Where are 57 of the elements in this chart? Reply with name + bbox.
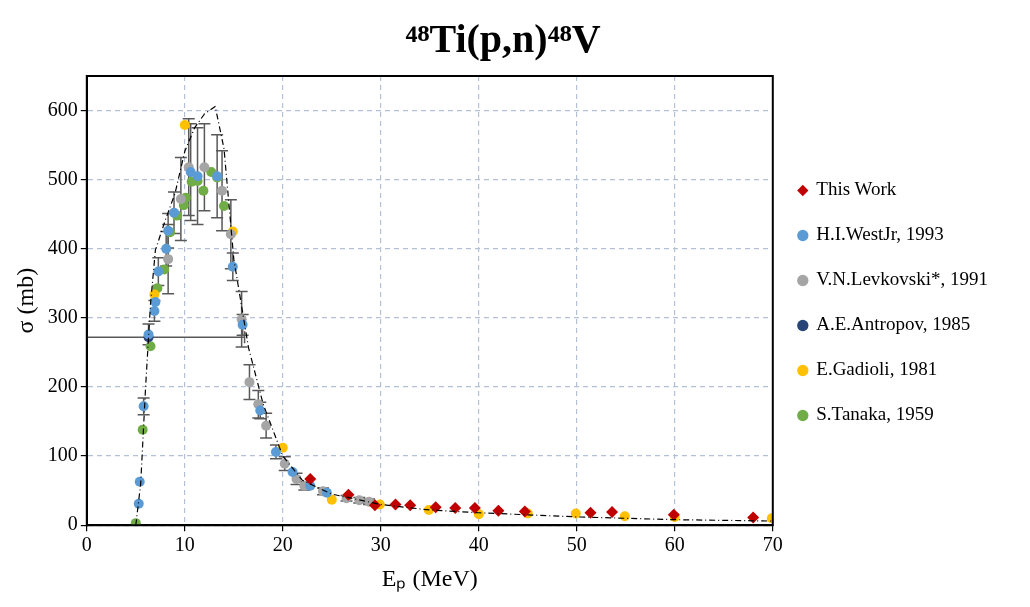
point: [133, 498, 144, 509]
point: [244, 377, 255, 388]
point: [747, 511, 760, 524]
point: [570, 508, 581, 519]
point: [227, 261, 238, 272]
point: [606, 506, 619, 519]
x-tick-label: 60: [664, 533, 685, 556]
point: [217, 185, 228, 196]
y-tick-label: 300: [47, 305, 78, 328]
legend-label: E.Gadioli, 1981: [816, 358, 938, 380]
point: [518, 505, 531, 518]
y-tick-label: 600: [47, 97, 78, 120]
point: [219, 200, 229, 211]
point: [429, 501, 442, 514]
y-tick-label: 200: [47, 374, 78, 397]
x-tick-label: 30: [370, 533, 391, 556]
point: [584, 506, 597, 519]
chart-title: ⁴⁸Ti(p,n)⁴⁸V: [405, 16, 601, 62]
point: [619, 511, 630, 522]
point: [150, 296, 161, 307]
point: [137, 424, 148, 435]
y-tick-label: 100: [47, 443, 78, 466]
point: [175, 194, 186, 205]
legend-label: S.Tanaka, 1959: [816, 403, 934, 425]
point: [192, 171, 203, 182]
y-tick-label: 0: [67, 512, 78, 535]
point: [389, 498, 402, 511]
x-tick-label: 50: [566, 533, 587, 556]
point: [321, 487, 332, 498]
point: [326, 494, 337, 505]
x-tick-label: 40: [468, 533, 489, 556]
x-tick-label: 0: [81, 533, 92, 556]
y-tick-label: 400: [47, 236, 78, 259]
point: [342, 488, 355, 501]
x-axis-title: Eₚ (MeV): [381, 564, 478, 592]
point: [198, 185, 209, 196]
point: [199, 162, 210, 173]
legend-label: A.E.Antropov, 1985: [816, 313, 971, 335]
x-tick-label: 20: [272, 533, 293, 556]
point: [161, 243, 172, 254]
x-tick-label: 70: [762, 533, 783, 556]
point: [468, 501, 481, 514]
legend-label: V.N.Levkovski*, 1991: [816, 268, 989, 290]
legend-label: H.I.WestJr, 1993: [816, 223, 944, 245]
legend-label: This Work: [816, 178, 897, 200]
point: [492, 504, 505, 517]
point: [449, 501, 462, 514]
point: [153, 266, 164, 277]
point: [261, 420, 272, 431]
y-axis-title: σ (mb): [11, 267, 38, 334]
point: [149, 305, 160, 316]
x-tick-label: 10: [174, 533, 195, 556]
y-tick-label: 500: [47, 166, 78, 189]
point: [404, 499, 417, 512]
point: [163, 254, 174, 265]
point: [304, 472, 317, 485]
point: [179, 120, 190, 131]
